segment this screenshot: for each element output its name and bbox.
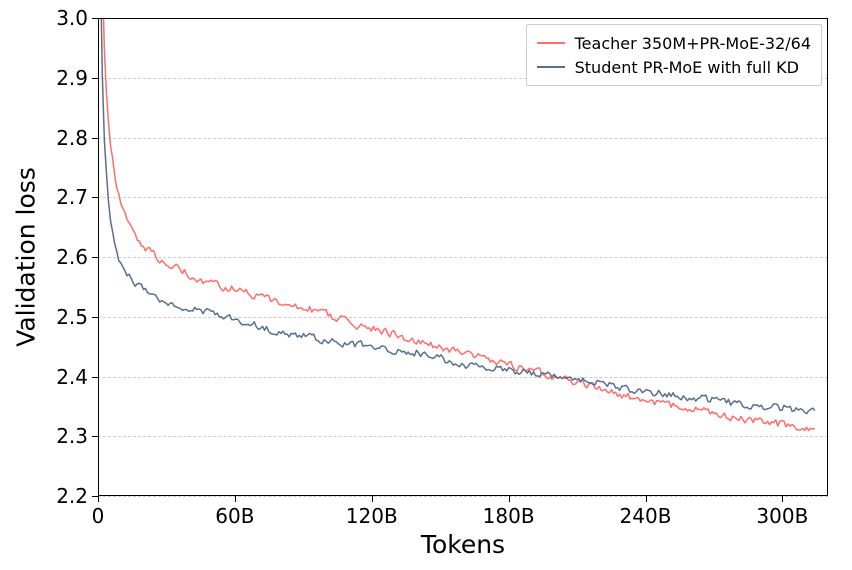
spine-top	[98, 18, 828, 19]
x-tick-label: 0	[92, 504, 105, 528]
y-tick-label: 2.7	[50, 185, 88, 209]
x-axis-label: Tokens	[421, 530, 505, 559]
figure: Tokens Validation loss Teacher 350M+PR-M…	[0, 0, 852, 570]
spine-bottom	[98, 495, 828, 496]
y-tick-label: 2.5	[50, 305, 88, 329]
spine-right	[827, 18, 828, 496]
x-tick-label: 240B	[620, 504, 672, 528]
gridline-y	[98, 496, 828, 497]
y-tick-label: 2.3	[50, 424, 88, 448]
x-tick	[782, 496, 783, 502]
y-tick-label: 2.6	[50, 245, 88, 269]
y-tick	[92, 78, 98, 79]
y-axis-label: Validation loss	[12, 167, 41, 347]
legend-entry-teacher: Teacher 350M+PR-MoE-32/64	[537, 31, 811, 55]
x-tick	[646, 496, 647, 502]
x-tick-label: 60B	[215, 504, 254, 528]
plot-area	[98, 18, 828, 496]
legend-label-teacher: Teacher 350M+PR-MoE-32/64	[575, 34, 811, 53]
x-tick	[509, 496, 510, 502]
y-tick-label: 3.0	[50, 6, 88, 30]
y-tick	[92, 377, 98, 378]
x-tick	[372, 496, 373, 502]
y-tick	[92, 197, 98, 198]
legend-swatch-teacher	[537, 42, 565, 44]
legend-swatch-student	[537, 66, 565, 68]
y-tick-label: 2.2	[50, 484, 88, 508]
y-tick	[92, 138, 98, 139]
y-tick	[92, 257, 98, 258]
legend: Teacher 350M+PR-MoE-32/64 Student PR-MoE…	[526, 24, 822, 86]
x-tick	[235, 496, 236, 502]
legend-entry-student: Student PR-MoE with full KD	[537, 55, 811, 79]
x-tick-label: 300B	[756, 504, 808, 528]
legend-label-student: Student PR-MoE with full KD	[575, 58, 799, 77]
y-tick	[92, 317, 98, 318]
y-tick-label: 2.9	[50, 66, 88, 90]
y-tick-label: 2.8	[50, 126, 88, 150]
x-tick-label: 120B	[346, 504, 398, 528]
line-series-layer	[98, 18, 828, 496]
x-tick-label: 180B	[483, 504, 535, 528]
y-tick	[92, 18, 98, 19]
y-tick-label: 2.4	[50, 365, 88, 389]
y-tick	[92, 436, 98, 437]
spine-left	[98, 18, 99, 496]
x-tick	[98, 496, 99, 502]
